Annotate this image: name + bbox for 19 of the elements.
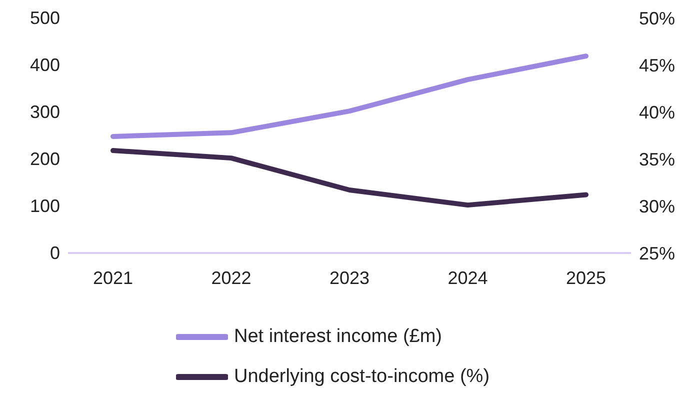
x-tick-label: 2024 bbox=[448, 268, 488, 288]
y2-tick-label: 50% bbox=[639, 8, 676, 28]
y2-tick-label: 30% bbox=[639, 196, 676, 216]
y-tick-label: 300 bbox=[30, 102, 60, 122]
x-tick-label: 2021 bbox=[92, 268, 134, 288]
y-tick-label: 0 bbox=[50, 243, 60, 263]
x-tick-label: 2023 bbox=[329, 268, 370, 288]
y2-tick-label: 45% bbox=[639, 55, 676, 76]
y2-tick-label: 35% bbox=[639, 149, 676, 170]
y2-tick-label: 40% bbox=[639, 102, 676, 122]
y2-tick-label: 25% bbox=[639, 243, 676, 264]
y-tick-label: 200 bbox=[30, 149, 60, 169]
y-tick-label: 100 bbox=[30, 196, 60, 216]
y-tick-label: 400 bbox=[30, 55, 60, 75]
y-tick-label: 500 bbox=[30, 8, 60, 28]
legend-label: Net interest income (£m) bbox=[234, 326, 442, 348]
x-tick-label: 2025 bbox=[566, 268, 606, 288]
legend-label: Underlying cost-to-income (%) bbox=[234, 366, 490, 388]
x-tick-label: 2022 bbox=[211, 268, 252, 288]
